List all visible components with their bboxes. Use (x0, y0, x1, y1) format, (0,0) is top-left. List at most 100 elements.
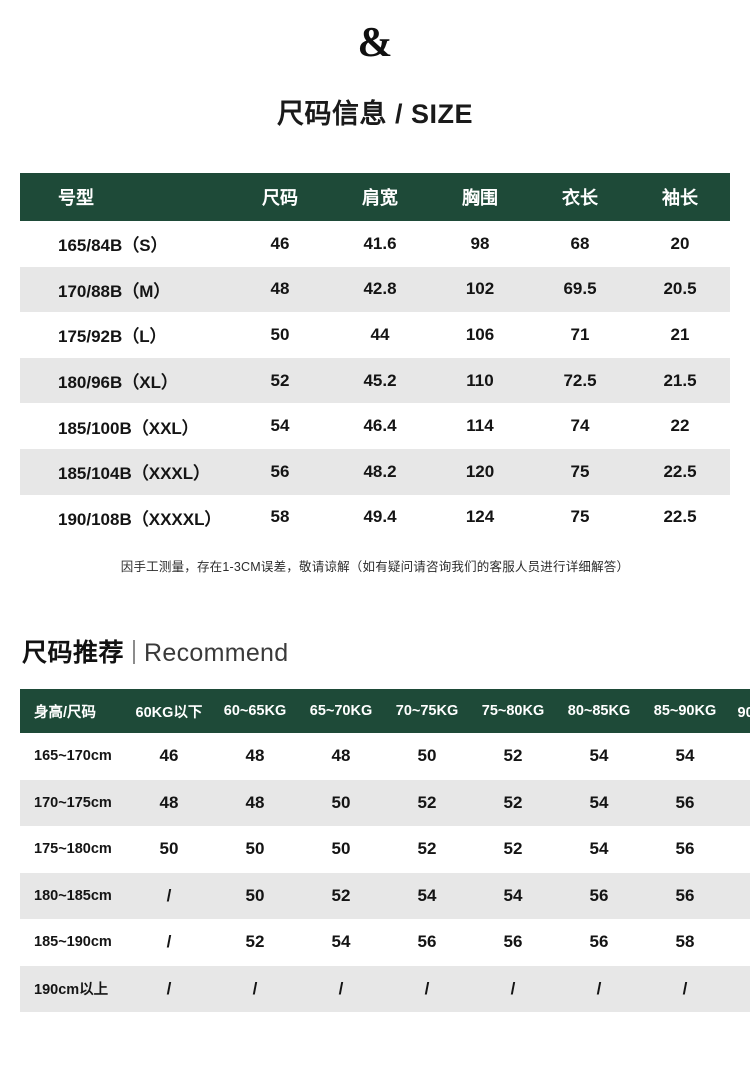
cell-bust: 120 (430, 448, 530, 495)
cell-shoulder: 46.4 (330, 403, 430, 449)
cell-recommend: 56 (642, 826, 728, 873)
cell-height: 170~175cm (20, 779, 126, 827)
table-row: 175~180cm 50 50 50 52 52 54 56 58 (20, 826, 750, 873)
page-title: 尺码信息 / SIZE (276, 99, 474, 129)
cell-recommend: 52 (470, 779, 556, 827)
table-header-row: 身高/尺码 60KG以下 60~65KG 65~70KG 70~75KG 75~… (20, 689, 750, 734)
cell-model: 190/108B（XXXXL） (20, 494, 230, 541)
recommend-table: 身高/尺码 60KG以下 60~65KG 65~70KG 70~75KG 75~… (20, 689, 750, 1013)
cell-bust: 102 (430, 266, 530, 313)
cell-recommend: 54 (470, 872, 556, 920)
cell-recommend: 50 (126, 826, 212, 873)
cell-recommend: 50 (298, 826, 384, 873)
size-info-table-body: 165/84B（S） 46 41.6 98 68 20 170/88B（M） 4… (20, 221, 730, 541)
cell-size: 56 (230, 448, 330, 495)
column-header-shoulder: 肩宽 (330, 173, 430, 221)
cell-recommend: 48 (212, 733, 298, 780)
column-header-weight-4: 75~80KG (470, 689, 556, 734)
measurement-disclaimer-note: 因手工测量，存在1-3CM误差，敬请谅解（如有疑问请咨询我们的客服人员进行详细解… (120, 560, 630, 575)
cell-sleeve: 21.5 (630, 357, 730, 404)
cell-recommend: 50 (212, 826, 298, 873)
column-header-weight-1: 60~65KG (212, 689, 298, 734)
cell-height: 190cm以上 (20, 965, 126, 1013)
table-row: 185~190cm / 52 54 56 56 56 58 / (20, 919, 750, 966)
cell-recommend: 50 (212, 872, 298, 920)
cell-recommend: / (126, 872, 212, 920)
cell-recommend: 54 (642, 733, 728, 780)
column-header-height: 身高/尺码 (20, 689, 126, 734)
cell-recommend: / (212, 965, 298, 1013)
cell-sleeve: 22.5 (630, 494, 730, 541)
cell-height: 185~190cm (20, 919, 126, 966)
cell-bust: 124 (430, 494, 530, 541)
cell-model: 175/92B（L） (20, 312, 230, 358)
cell-recommend: 58 (728, 733, 750, 780)
cell-recommend: 56 (556, 872, 642, 920)
size-info-table: 号型 尺码 肩宽 胸围 衣长 袖长 165/84B（S） 46 41.6 98 … (20, 173, 730, 541)
cell-recommend: / (470, 965, 556, 1013)
cell-shoulder: 44 (330, 312, 430, 358)
cell-model: 185/104B（XXXL） (20, 448, 230, 495)
cell-length: 71 (530, 312, 630, 358)
cell-size: 58 (230, 494, 330, 541)
cell-recommend: / (728, 965, 750, 1013)
recommend-heading-en: Recommend (144, 639, 289, 668)
cell-recommend: 56 (470, 919, 556, 966)
cell-model: 165/84B（S） (20, 221, 230, 267)
cell-height: 180~185cm (20, 872, 126, 920)
column-header-weight-6: 85~90KG (642, 689, 728, 734)
cell-recommend: 58 (642, 919, 728, 966)
cell-recommend: 46 (126, 733, 212, 780)
size-info-table-head: 号型 尺码 肩宽 胸围 衣长 袖长 (20, 173, 730, 221)
cell-recommend: 48 (212, 779, 298, 827)
column-header-size: 尺码 (230, 173, 330, 221)
column-header-weight-0: 60KG以下 (126, 689, 212, 734)
cell-recommend: 58 (728, 779, 750, 827)
cell-recommend: 54 (298, 919, 384, 966)
table-row: 190cm以上 / / / / / / / / (20, 965, 750, 1013)
cell-length: 72.5 (530, 357, 630, 404)
cell-model: 185/100B（XXL） (20, 403, 230, 449)
recommend-heading-cn: 尺码推荐 (22, 639, 125, 668)
column-header-weight-7: 90KG以上 (728, 689, 750, 734)
cell-size: 52 (230, 357, 330, 404)
table-row: 180~185cm / 50 52 54 54 56 56 58 (20, 872, 750, 920)
cell-length: 69.5 (530, 266, 630, 313)
cell-recommend: 56 (642, 872, 728, 920)
brand-ampersand-logo: & (357, 20, 393, 66)
cell-recommend: / (298, 965, 384, 1013)
column-header-length: 衣长 (530, 173, 630, 221)
cell-bust: 114 (430, 403, 530, 449)
cell-recommend: 52 (298, 872, 384, 920)
table-row: 165/84B（S） 46 41.6 98 68 20 (20, 221, 730, 267)
cell-length: 74 (530, 403, 630, 449)
recommend-table-body: 165~170cm 46 48 48 50 52 54 54 58 170~17… (20, 733, 750, 1013)
column-header-weight-2: 65~70KG (298, 689, 384, 734)
table-row: 180/96B（XL） 52 45.2 110 72.5 21.5 (20, 357, 730, 404)
cell-bust: 110 (430, 357, 530, 404)
cell-size: 54 (230, 403, 330, 449)
table-row: 190/108B（XXXXL） 58 49.4 124 75 22.5 (20, 494, 730, 541)
cell-recommend: 54 (556, 779, 642, 827)
cell-recommend: 56 (384, 919, 470, 966)
cell-recommend: 52 (384, 779, 470, 827)
cell-size: 50 (230, 312, 330, 358)
cell-recommend: 52 (384, 826, 470, 873)
column-header-weight-5: 80~85KG (556, 689, 642, 734)
cell-size: 48 (230, 266, 330, 313)
cell-recommend: / (642, 965, 728, 1013)
cell-recommend: 58 (728, 872, 750, 920)
table-header-row: 号型 尺码 肩宽 胸围 衣长 袖长 (20, 173, 730, 221)
cell-sleeve: 22 (630, 403, 730, 449)
cell-shoulder: 45.2 (330, 357, 430, 404)
column-header-bust: 胸围 (430, 173, 530, 221)
size-info-table-container: 号型 尺码 肩宽 胸围 衣长 袖长 165/84B（S） 46 41.6 98 … (20, 173, 730, 541)
cell-bust: 98 (430, 221, 530, 267)
table-row: 185/100B（XXL） 54 46.4 114 74 22 (20, 403, 730, 449)
cell-sleeve: 20 (630, 221, 730, 267)
recommend-section-heading: 尺码推荐 Recommend (22, 633, 750, 669)
cell-recommend: 56 (642, 779, 728, 827)
cell-model: 170/88B（M） (20, 266, 230, 313)
cell-recommend: 52 (470, 733, 556, 780)
